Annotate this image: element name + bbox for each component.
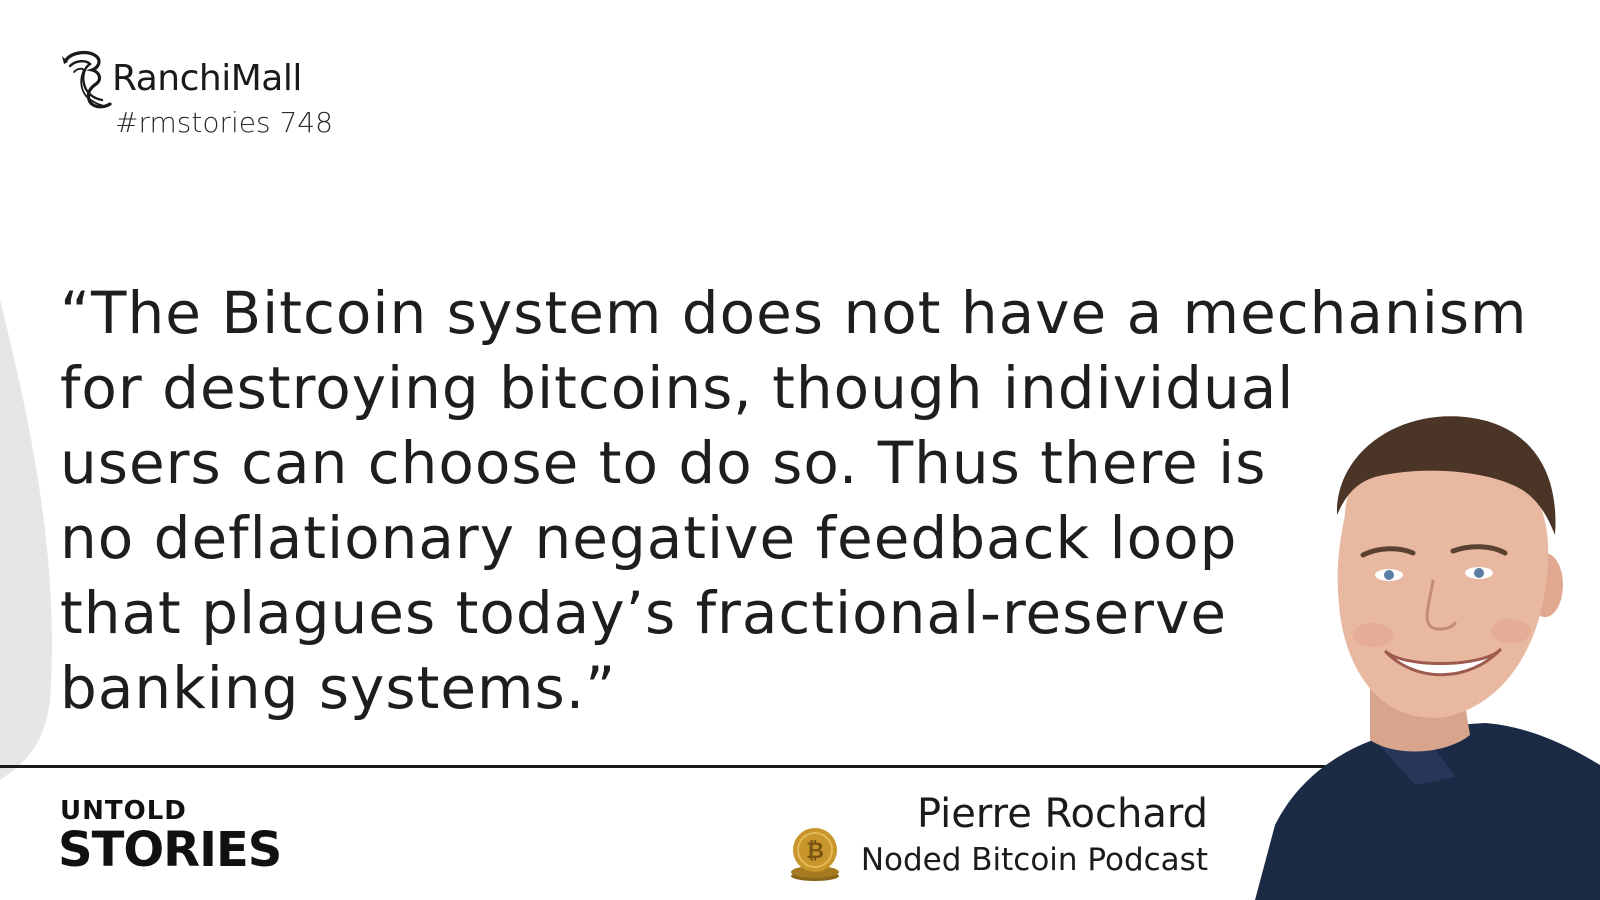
quote-line: “The Bitcoin system does not have a mech… (60, 279, 1528, 347)
series-label-stories: STORIES (58, 822, 282, 878)
quote-line: for destroying bitcoins, though individu… (60, 354, 1295, 422)
ranchimall-logo: RanchiMall #rmstories 748 (60, 50, 350, 150)
story-tag: #rmstories 748 (115, 106, 333, 139)
bitcoin-coin-icon: ₿ (791, 828, 839, 881)
speaker-name: Pierre Rochard (916, 791, 1208, 837)
quote-line: no deflationary negative feedback loop (60, 504, 1238, 572)
quote-line: banking systems.” (60, 654, 617, 722)
quote-line: users can choose to do so. Thus there is (60, 429, 1267, 497)
seahorse-logo-icon (62, 50, 112, 109)
decorative-side-arc (0, 300, 52, 780)
series-label-untold: UNTOLD (60, 796, 187, 826)
quote-text: “The Bitcoin system does not have a mech… (60, 276, 1580, 726)
divider-rule (0, 765, 1340, 768)
svg-text:₿: ₿ (806, 839, 824, 864)
speaker-organization: Noded Bitcoin Podcast (860, 842, 1208, 878)
brand-name: RanchiMall (112, 58, 302, 99)
speaker-portrait (1255, 416, 1600, 900)
quote-line: that plagues today’s fractional-reserve (60, 579, 1227, 647)
